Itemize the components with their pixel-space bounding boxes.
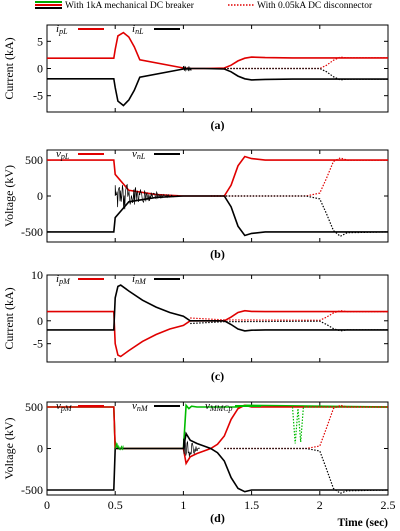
series-line-v-nL	[47, 196, 388, 236]
panel-label: (d)	[210, 511, 225, 525]
y-tick-label: 0	[37, 189, 43, 203]
series-line-i-nL	[47, 69, 388, 106]
y-tick-label: -5	[33, 89, 43, 103]
series-line-i-pL-dotted	[224, 57, 388, 68]
series-line-i-pL	[47, 33, 388, 69]
chart-panel-3: 100-5Current (kA)(c)ipM inM	[2, 268, 388, 383]
top-legend: With 1kA mechanical DC breaker With 0.05…	[35, 1, 373, 11]
legend-entry-subscript: nL	[135, 27, 144, 36]
legend-entry-subscript: pM	[60, 404, 73, 413]
y-axis-label: Current (kA)	[2, 287, 16, 349]
panel-label: (b)	[210, 247, 225, 261]
x-tick-label: 0.5	[108, 498, 123, 512]
legend-dotted-label: With 0.05kA DC disconnector	[257, 1, 373, 11]
series-line-v-nM	[47, 434, 388, 492]
x-tick-label: 1	[180, 498, 186, 512]
y-axis-label: Voltage (kV)	[2, 165, 16, 227]
series-line-v-nL-dotted	[211, 196, 388, 236]
y-tick-label: 10	[31, 268, 43, 282]
x-tick-label: 0	[44, 498, 50, 512]
legend-entry-subscript: pL	[58, 27, 68, 36]
y-axis-label: Voltage (kV)	[2, 417, 16, 479]
legend-entry-subscript: pM	[58, 277, 71, 286]
series-line-v-pL-dotted	[211, 158, 388, 196]
y-axis-label: Current (kA)	[2, 37, 16, 99]
y-tick-label: 500	[25, 400, 43, 414]
plot-frame	[47, 402, 388, 495]
y-tick-label: 5	[37, 34, 43, 48]
y-tick-label: 0	[37, 62, 43, 76]
legend-entry-subscript: MMCp	[209, 404, 233, 413]
chart-panel-2: 5000-500Voltage (kV)(b)vpL vnL	[2, 148, 388, 261]
y-tick-label: 500	[25, 153, 43, 167]
x-tick-label: 2.5	[381, 498, 396, 512]
panel-label: (c)	[211, 369, 224, 383]
panels: 50-5Current (kA)(a)ipL inL5000-500Voltage…	[2, 23, 396, 529]
y-tick-label: 0	[37, 314, 43, 328]
x-axis-label: Time (sec)	[337, 517, 388, 529]
legend-solid-label: With 1kA mechanical DC breaker	[65, 1, 195, 11]
series-line-i-pM	[47, 311, 388, 357]
x-tick-label: 1.5	[244, 498, 259, 512]
x-tick-label: 2	[317, 498, 323, 512]
panel-label: (a)	[211, 118, 225, 132]
legend-entry-subscript: nM	[137, 404, 149, 413]
y-tick-label: -5	[33, 337, 43, 351]
chart-panel-4: 5000-500Voltage (kV)(d)vpM vnM vMMCp	[2, 400, 388, 525]
legend-entry-subscript: pL	[60, 152, 70, 161]
transient-oscillation	[183, 66, 191, 70]
series-line-i-nM	[47, 285, 388, 331]
series-line-v-nM-dotted	[224, 449, 388, 494]
series-line-v-pM-dotted	[224, 405, 388, 448]
series-line-i-nL-dotted	[224, 69, 388, 80]
series-line-v-pM	[47, 405, 388, 463]
y-tick-label: -500	[21, 225, 43, 239]
plot-frame	[47, 275, 388, 362]
legend-entry-subscript: nL	[137, 152, 146, 161]
legend-entry-subscript: nM	[135, 277, 147, 286]
y-tick-label: -500	[21, 483, 43, 497]
y-tick-label: 0	[37, 442, 43, 456]
chart-panel-1: 50-5Current (kA)(a)ipL inL	[2, 23, 388, 132]
series-line-v-MMCp-dotted	[293, 407, 389, 444]
series-line-v-pL	[47, 157, 388, 197]
